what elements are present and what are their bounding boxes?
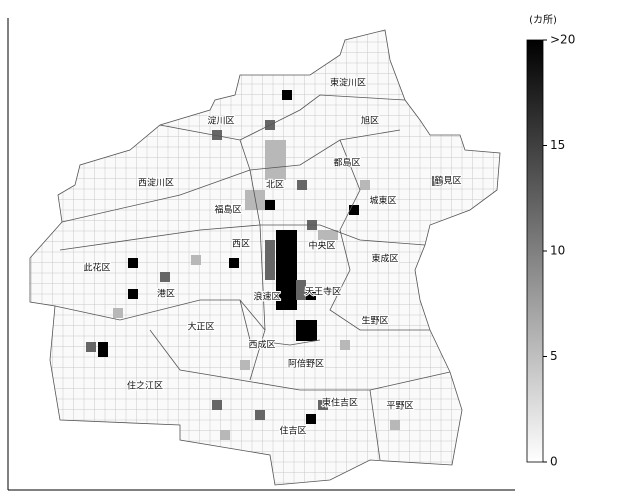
colorbar-tick-label: 5 xyxy=(550,349,558,363)
ward-label: 中央区 xyxy=(308,240,335,252)
ward-label: 東住吉区 xyxy=(322,397,358,409)
ward-label: 天王寺区 xyxy=(305,287,341,298)
ward-label: 浪速区 xyxy=(253,291,280,303)
colorbar-unit: (カ所) xyxy=(529,14,557,26)
ward-label: 生野区 xyxy=(361,315,388,327)
ward-label: 西成区 xyxy=(248,339,275,351)
ward-label: 東成区 xyxy=(371,253,398,265)
ward-label: 福島区 xyxy=(214,204,241,216)
ward-label: 旭区 xyxy=(361,115,379,127)
ward-borders xyxy=(29,29,501,486)
ward-label: 東淀川区 xyxy=(330,77,366,89)
colorbar-tick-label: 10 xyxy=(550,244,565,258)
dark-cells xyxy=(98,90,359,424)
ward-label: 城東区 xyxy=(369,195,396,207)
ward-label: 住之江区 xyxy=(127,380,163,392)
ward-label: 都島区 xyxy=(333,157,360,169)
ward-label: 阿倍野区 xyxy=(288,358,324,370)
ward-label: 平野区 xyxy=(386,401,413,412)
ward-label: 此花区 xyxy=(83,262,110,274)
colorbar xyxy=(526,39,544,463)
ward-label: 港区 xyxy=(157,288,175,300)
colorbar-tick-label: 15 xyxy=(550,138,565,152)
ward-label: 西区 xyxy=(232,239,250,250)
ward-label: 住吉区 xyxy=(279,425,306,437)
ward-label: 鶴見区 xyxy=(434,175,461,187)
colorbar-tick-label: 0 xyxy=(550,455,558,469)
colorbar-ticks: 0 5 10 15 >20 xyxy=(543,33,575,469)
light-cells xyxy=(113,140,400,440)
ward-label: 大正区 xyxy=(187,321,214,333)
ward-label: 西淀川区 xyxy=(138,177,174,189)
ward-label: 淀川区 xyxy=(207,115,234,127)
ward-label: 北区 xyxy=(266,180,284,191)
colorbar-tick-label: >20 xyxy=(550,33,575,47)
